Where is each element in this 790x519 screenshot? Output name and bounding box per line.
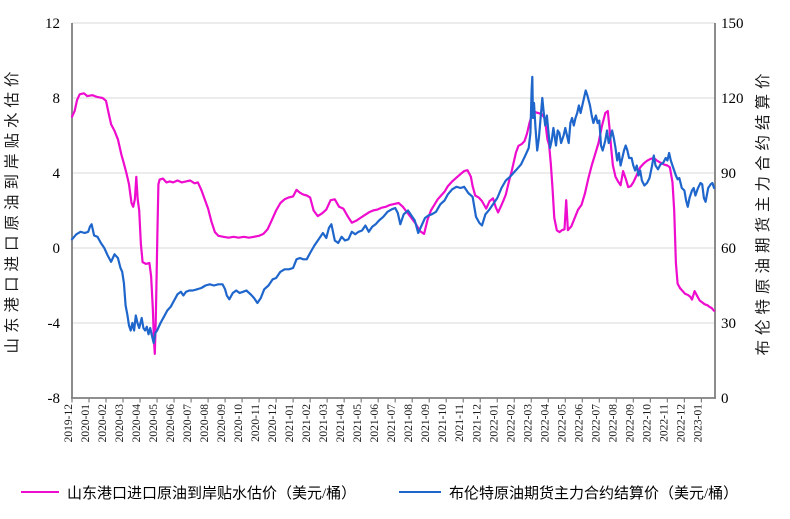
x-axis-tick-label: 2021-02 [301, 404, 313, 443]
right-axis-tick-label: 150 [721, 16, 744, 32]
x-axis-tick-label: 2021-01 [284, 404, 296, 443]
right-axis-title: 布伦特原油期货主力合约结算价 [753, 68, 772, 355]
x-axis-tick-label: 2022-12 [675, 404, 687, 443]
legend-label-premium: 山东港口进口原油到岸贴水估价（美元/桶） [67, 485, 357, 502]
left-axis-tick-label: 8 [53, 91, 61, 107]
x-axis-tick-labels: 2019-12 2020-01 2020-02 2020-03 2020-04 2020-… [63, 404, 704, 443]
series-line-premium [70, 92, 716, 355]
x-tick-marks [71, 398, 702, 403]
x-axis-tick-label: 2020-10 [233, 404, 245, 443]
legend-label-brent: 布伦特原油期货主力合约结算价（美元/桶） [449, 485, 739, 502]
left-axis-tick-labels: 12 8 4 0 -4 -8 [45, 16, 61, 407]
x-axis-tick-label: 2021-08 [403, 404, 415, 443]
left-axis-tick-label: 12 [45, 16, 60, 32]
x-axis-tick-label: 2020-06 [165, 404, 177, 443]
right-axis-tick-label: 30 [721, 316, 736, 332]
x-axis-tick-label: 2020-07 [182, 404, 194, 443]
premium-line-swatch-icon [21, 491, 59, 493]
x-axis-tick-label: 2022-02 [505, 404, 517, 443]
x-axis-tick-label: 2021-04 [335, 404, 347, 443]
axes [71, 23, 716, 399]
x-axis-tick-label: 2020-02 [97, 404, 109, 443]
x-axis-tick-label: 2022-11 [658, 404, 670, 442]
x-axis-tick-label: 2022-01 [488, 404, 500, 443]
x-axis-tick-label: 2020-03 [114, 404, 126, 443]
gridlines [72, 22, 715, 324]
x-axis-tick-label: 2022-03 [522, 404, 534, 443]
x-axis-tick-label: 2021-11 [454, 404, 466, 442]
right-axis-tick-labels: 150 120 90 60 30 0 [721, 16, 744, 407]
chart-legend: 山东港口进口原油到岸贴水估价（美元/桶） 布伦特原油期货主力合约结算价（美元/桶… [0, 481, 790, 507]
left-axis-tick-label: 0 [53, 241, 61, 257]
x-axis-tick-label: 2022-09 [624, 404, 636, 443]
x-axis-tick-label: 2020-05 [148, 404, 160, 443]
x-axis-tick-label: 2021-03 [318, 404, 330, 443]
x-axis-tick-label: 2021-07 [386, 404, 398, 443]
x-axis-tick-label: 2019-12 [63, 404, 75, 443]
x-axis-tick-label: 2022-05 [556, 404, 568, 443]
x-axis-tick-label: 2021-12 [471, 404, 483, 443]
x-axis-tick-label: 2021-10 [437, 404, 449, 443]
x-axis-tick-label: 2020-09 [216, 404, 228, 443]
data-series-lines [70, 75, 716, 355]
x-axis-tick-label: 2021-05 [352, 404, 364, 443]
left-axis-title: 山东港口进口原油到岸贴水估价 [3, 66, 21, 353]
brent-line-swatch-icon [399, 491, 441, 493]
x-axis-tick-label: 2020-04 [131, 404, 143, 443]
right-axis-tick-label: 60 [721, 241, 736, 257]
x-axis-tick-label: 2022-04 [539, 404, 551, 443]
series-line-brent [70, 75, 716, 345]
x-axis-tick-label: 2020-12 [267, 404, 279, 443]
x-axis-tick-label: 2022-10 [641, 404, 653, 443]
x-axis-tick-label: 2021-06 [369, 404, 381, 443]
right-axis-tick-label: 0 [721, 391, 729, 407]
legend-item-brent: 布伦特原油期货主力合约结算价（美元/桶） [399, 481, 738, 503]
right-axis-tick-label: 120 [721, 91, 744, 107]
x-axis-tick-label: 2023-01 [692, 404, 704, 443]
left-axis-tick-label: -8 [48, 391, 61, 407]
x-axis-tick-label: 2020-01 [80, 404, 92, 443]
x-axis-tick-label: 2022-06 [573, 404, 585, 443]
left-axis-tick-label: 4 [53, 166, 61, 182]
left-axis-tick-label: -4 [48, 316, 61, 332]
x-axis-tick-label: 2020-11 [250, 404, 262, 442]
x-axis-tick-label: 2020-08 [199, 404, 211, 443]
x-axis-tick-label: 2022-07 [590, 404, 602, 443]
x-axis-tick-label: 2022-08 [607, 404, 619, 443]
right-axis-tick-label: 90 [721, 166, 736, 182]
x-axis-tick-label: 2021-09 [420, 404, 432, 443]
legend-item-premium: 山东港口进口原油到岸贴水估价（美元/桶） [21, 481, 356, 503]
